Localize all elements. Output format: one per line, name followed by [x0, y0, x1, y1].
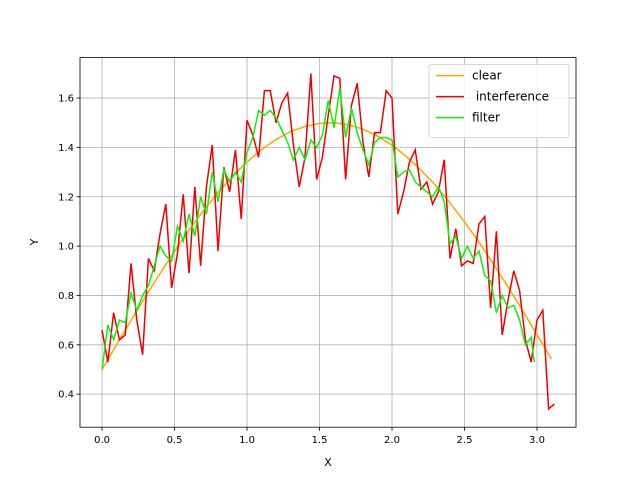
- y-axis-label: Y: [28, 238, 41, 246]
- legend-box: [428, 64, 570, 138]
- y-tick-label: 0.6: [58, 340, 74, 351]
- y-tick-label: 1.2: [58, 192, 74, 203]
- data-line: [101, 88, 535, 370]
- y-tick-label: 0.4: [58, 390, 74, 401]
- x-tick-label: 1.0: [239, 435, 255, 446]
- y-tick-label: 1.4: [58, 143, 74, 154]
- data-line: [101, 73, 555, 411]
- legend-label: interference: [472, 90, 549, 104]
- x-tick-label: 2.0: [384, 435, 400, 446]
- x-tick-label: 1.5: [312, 435, 328, 446]
- lines: [101, 73, 555, 411]
- x-axis-label: X: [324, 456, 332, 469]
- x-tick-label: 0.0: [94, 435, 110, 446]
- y-tick-label: 0.8: [58, 291, 74, 302]
- y-tick-label: 1.0: [58, 242, 74, 253]
- ticks: 0.0 0.5 1.0 1.5 2.0 2.5 3.0 0.4 0.6 0.8 1.0 1.2 1.4 1…: [58, 94, 545, 447]
- x-tick-label: 3.0: [529, 435, 545, 446]
- legend: clear interference filter: [428, 64, 570, 138]
- axes-frame: [79, 57, 577, 428]
- x-tick-label: 2.5: [457, 435, 473, 446]
- x-tick-label: 0.5: [167, 435, 183, 446]
- legend-label: filter: [472, 111, 500, 125]
- y-tick-label: 1.6: [58, 94, 74, 105]
- legend-label: clear: [472, 69, 502, 83]
